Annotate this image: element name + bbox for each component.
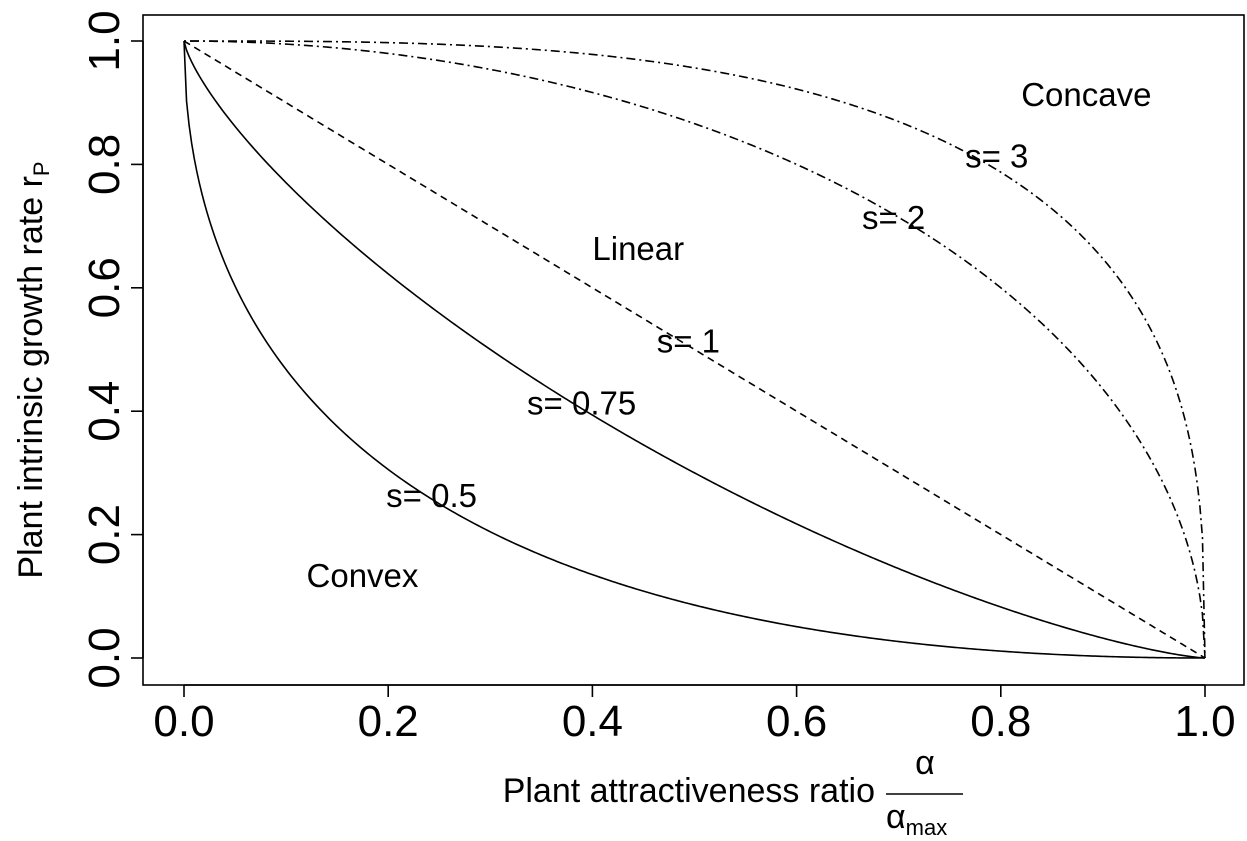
y-axis-title: Plant intrinsic growth rate rP bbox=[12, 161, 54, 578]
x-tick-label: 0.2 bbox=[358, 697, 419, 746]
x-tick-label: 0.4 bbox=[562, 697, 623, 746]
y-tick-label: 0.2 bbox=[80, 504, 129, 565]
annotation-label: s= 3 bbox=[965, 137, 1028, 174]
x-axis-fraction-denominator-main: α bbox=[886, 798, 906, 836]
axes: 0.0 0.2 0.4 0.6 0.8 1.0 0.0 0.2 0.4 0.6 0.8 1.0 bbox=[80, 10, 1236, 746]
series-line-s-0_75 bbox=[183, 40, 1206, 659]
y-tick-label: 0.6 bbox=[80, 257, 129, 318]
annotation-label: s= 1 bbox=[657, 323, 720, 360]
annotation-layer: Concave Linear Convex s= 3 s= 2 s= 1 s= 0.75 s=… bbox=[307, 76, 1152, 594]
y-tick-label: 0.4 bbox=[80, 381, 129, 442]
annotation-label: s= 2 bbox=[862, 199, 925, 236]
annotation-label: Concave bbox=[1021, 76, 1151, 113]
annotation-label: Linear bbox=[592, 230, 684, 267]
x-axis-fraction-numerator: α bbox=[915, 744, 935, 782]
series-line-s-2 bbox=[184, 40, 1206, 659]
x-axis-title: Plant attractiveness ratio bbox=[503, 772, 875, 810]
x-axis-fraction-denominator: αmax bbox=[886, 798, 947, 840]
annotation-label: s= 0.75 bbox=[527, 384, 636, 421]
y-tick-label: 0.0 bbox=[80, 627, 129, 688]
series-line-s-0_5 bbox=[183, 40, 1205, 659]
series-line-s-1 bbox=[183, 40, 1206, 659]
y-axis-title-main: Plant intrinsic growth rate r bbox=[12, 176, 50, 579]
x-axis-fraction-denominator-sub: max bbox=[906, 815, 948, 840]
annotation-label: s= 0.5 bbox=[386, 477, 477, 514]
y-tick-label: 1.0 bbox=[80, 10, 129, 71]
x-tick-label: 1.0 bbox=[1174, 697, 1235, 746]
series-layer bbox=[183, 40, 1206, 659]
y-axis-title-sub: P bbox=[29, 161, 54, 176]
x-tick-label: 0.8 bbox=[970, 697, 1031, 746]
annotation-label: Convex bbox=[307, 557, 419, 594]
x-tick-label: 0.0 bbox=[153, 697, 214, 746]
x-tick-label: 0.6 bbox=[766, 697, 827, 746]
y-tick-label: 0.8 bbox=[80, 134, 129, 195]
